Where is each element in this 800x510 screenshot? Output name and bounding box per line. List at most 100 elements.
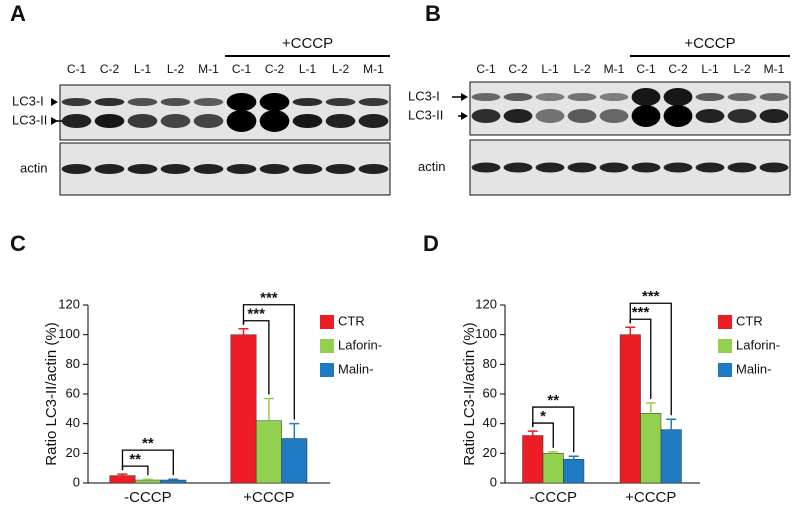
significance-bracket [629, 302, 672, 416]
band [325, 98, 356, 106]
significance-label: *** [260, 290, 278, 307]
band [259, 93, 290, 111]
band [759, 109, 789, 123]
bar [660, 429, 682, 484]
y-tick-label: 60 [66, 385, 80, 400]
band [663, 88, 693, 106]
y-tick-label: 120 [475, 296, 497, 311]
band [759, 162, 789, 173]
significance-label: ** [142, 435, 154, 452]
band [325, 164, 356, 174]
legend-label: CTR [338, 313, 365, 328]
y-tick-label: 80 [66, 356, 80, 371]
band [259, 110, 290, 132]
y-tick-label: 40 [483, 415, 497, 430]
legend-swatch [320, 339, 334, 353]
legend-swatch [718, 339, 732, 353]
lane-label: C-1 [232, 62, 252, 76]
band [61, 98, 92, 106]
band [599, 109, 629, 123]
y-axis-label: Ratio LC3-II/actin (%) [43, 322, 60, 465]
panel-letter: B [425, 1, 441, 26]
error-bar [568, 455, 579, 460]
error-bar [168, 478, 179, 481]
loading-label: actin [418, 159, 445, 174]
significance-label: *** [642, 288, 660, 305]
band [160, 164, 191, 174]
lane-label: M-1 [604, 62, 625, 76]
band [292, 114, 323, 128]
band [695, 162, 725, 173]
panel-letter: A [10, 1, 26, 26]
band [259, 164, 290, 174]
band [127, 164, 158, 174]
band [567, 162, 597, 173]
y-tick-label: 20 [66, 445, 80, 460]
bar [109, 475, 136, 484]
lane-label: L-2 [332, 62, 350, 76]
band [160, 114, 191, 128]
band [631, 105, 661, 127]
band [503, 162, 533, 173]
significance-bracket [242, 304, 295, 420]
band [292, 98, 323, 106]
y-tick-label: 0 [490, 474, 497, 489]
panel-letter: D [423, 231, 439, 256]
band [471, 93, 501, 101]
band [358, 114, 389, 128]
lane-label: C-1 [636, 62, 656, 76]
bar [281, 438, 308, 484]
band [94, 98, 125, 106]
band [599, 93, 629, 101]
band [127, 98, 158, 106]
lane-label: C-2 [100, 62, 120, 76]
lane-label: L-1 [701, 62, 719, 76]
band-arrowhead [461, 112, 468, 120]
lane-label: L-2 [167, 62, 185, 76]
band [695, 93, 725, 101]
significance-label: ** [547, 392, 559, 409]
y-tick-label: 100 [475, 326, 497, 341]
band [325, 114, 356, 128]
band [94, 164, 125, 174]
error-bar [666, 418, 677, 430]
band [695, 109, 725, 123]
band [193, 98, 224, 106]
band [61, 114, 92, 128]
loading-label: actin [20, 160, 47, 175]
bar [160, 479, 187, 484]
band [727, 162, 757, 173]
bar [542, 453, 564, 484]
band [193, 114, 224, 128]
band-label: LC3-I [408, 88, 440, 103]
band [94, 114, 125, 128]
band [631, 88, 661, 106]
legend-label: Malin- [736, 361, 771, 376]
lane-label: C-2 [265, 62, 285, 76]
y-tick-label: 0 [73, 474, 80, 489]
significance-label: ** [129, 451, 141, 468]
y-axis-label: Ratio LC3-II/actin (%) [461, 322, 478, 465]
y-tick-label: 20 [483, 445, 497, 460]
y-tick-label: 80 [483, 356, 497, 371]
y-tick-label: 60 [483, 385, 497, 400]
treatment-label: +CCCP [684, 35, 735, 52]
legend-swatch [320, 315, 334, 329]
blot-lc3 [59, 84, 391, 141]
y-tick-label: 120 [58, 296, 80, 311]
band [727, 93, 757, 101]
error-bar [263, 397, 274, 421]
band [727, 109, 757, 123]
bar [640, 413, 662, 484]
band [535, 93, 565, 101]
lane-label: C-1 [476, 62, 496, 76]
band-arrowhead [51, 117, 58, 125]
legend-label: Laforin- [736, 337, 780, 352]
band [358, 164, 389, 174]
band [61, 164, 92, 174]
band [759, 93, 789, 101]
x-tick-label: +CCCP [243, 489, 294, 506]
lane-label: M-1 [198, 62, 219, 76]
significance-bracket [532, 406, 575, 453]
